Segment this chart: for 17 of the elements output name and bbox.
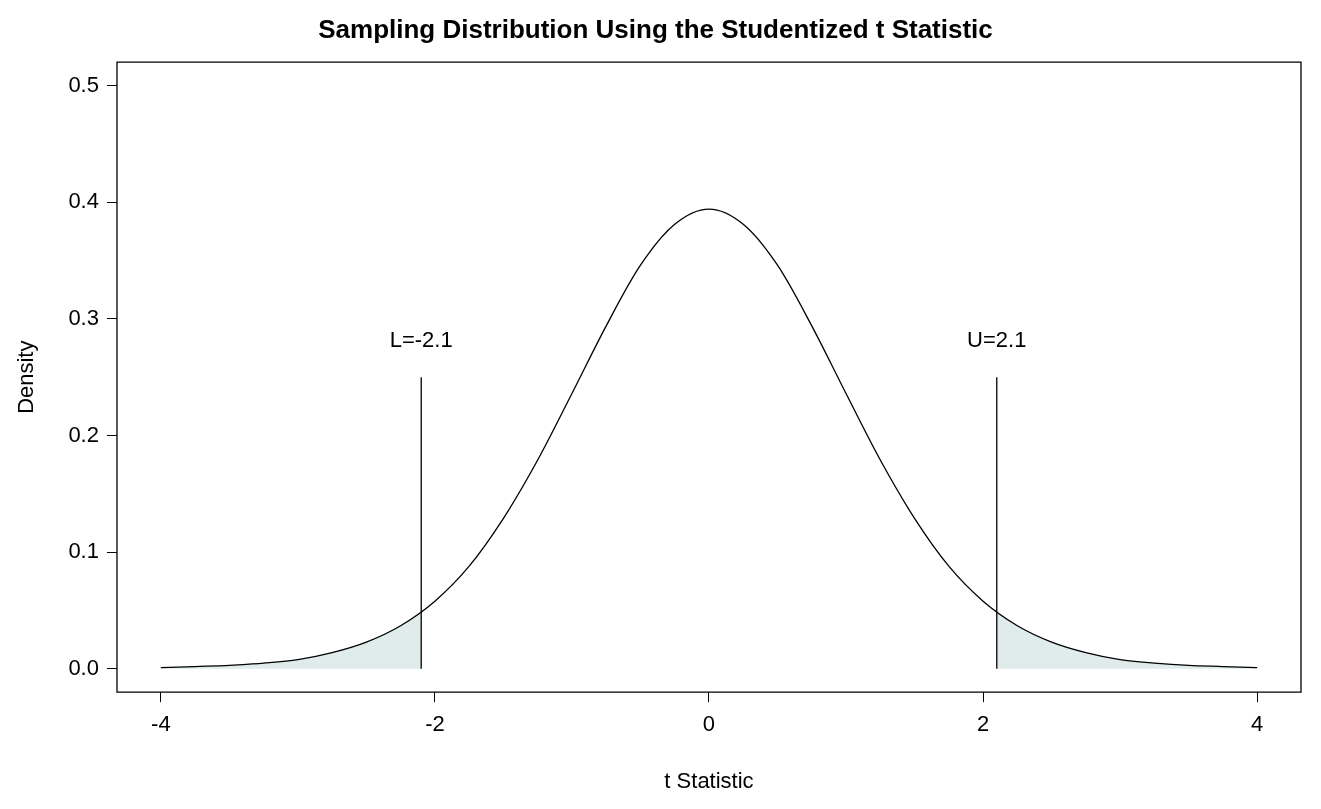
y-tick-label: 0.4 [68,188,99,214]
chart-title: Sampling Distribution Using the Studentized t Statistic [318,13,993,44]
y-tick-label: 0.0 [68,654,99,680]
x-tick-label: -4 [151,711,171,737]
x-axis-title: t Statistic [664,767,754,793]
y-tick-label: 0.3 [68,304,99,330]
x-tick-label: 4 [1251,711,1264,737]
annotation: L=-2.1 [389,327,453,353]
x-tick-label: 2 [976,711,990,737]
annotation: U=2.1 [967,327,1027,353]
y-tick-label: 0.2 [68,421,99,447]
y-tick-label: 0.5 [68,71,99,97]
y-tick-label: 0.1 [68,538,99,564]
x-tick-label: 0 [702,711,716,737]
y-axis-title: Density [13,340,39,414]
line-series [160,208,1258,669]
x-tick-label: -2 [425,711,445,737]
